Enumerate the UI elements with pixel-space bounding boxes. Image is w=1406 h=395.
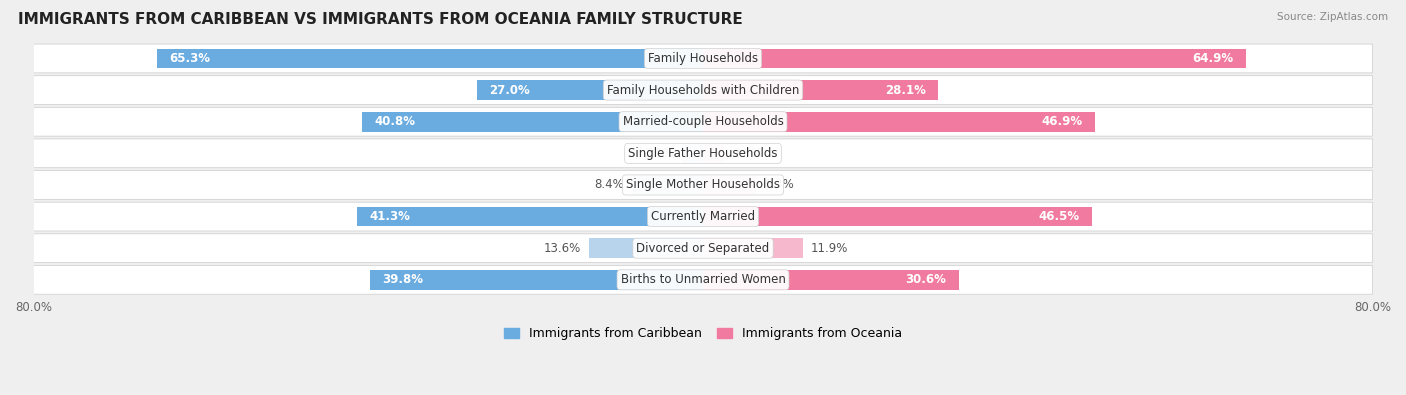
FancyBboxPatch shape (34, 171, 1372, 199)
Text: 11.9%: 11.9% (811, 242, 848, 255)
Text: 41.3%: 41.3% (370, 210, 411, 223)
Text: 6.3%: 6.3% (763, 179, 794, 192)
FancyBboxPatch shape (34, 76, 1372, 104)
FancyBboxPatch shape (34, 44, 1372, 73)
Text: 28.1%: 28.1% (884, 84, 925, 97)
Bar (361, 112, 703, 132)
Text: Divorced or Separated: Divorced or Separated (637, 242, 769, 255)
Text: 27.0%: 27.0% (489, 84, 530, 97)
Text: Births to Unmarried Women: Births to Unmarried Women (620, 273, 786, 286)
Bar (703, 270, 959, 290)
Text: 2.5%: 2.5% (644, 147, 673, 160)
Text: Family Households: Family Households (648, 52, 758, 65)
FancyBboxPatch shape (34, 234, 1372, 263)
Text: 2.5%: 2.5% (733, 147, 762, 160)
Text: 40.8%: 40.8% (374, 115, 415, 128)
Text: Family Households with Children: Family Households with Children (607, 84, 799, 97)
Text: 39.8%: 39.8% (382, 273, 423, 286)
Text: 8.4%: 8.4% (595, 179, 624, 192)
Text: 46.5%: 46.5% (1039, 210, 1080, 223)
Bar (703, 239, 803, 258)
Text: 65.3%: 65.3% (169, 52, 209, 65)
FancyBboxPatch shape (34, 202, 1372, 231)
Bar (703, 49, 1246, 68)
Bar (682, 143, 703, 163)
Bar (633, 175, 703, 195)
Bar (703, 143, 724, 163)
Bar (703, 175, 755, 195)
Text: Married-couple Households: Married-couple Households (623, 115, 783, 128)
Bar (589, 239, 703, 258)
Bar (357, 207, 703, 226)
Bar (156, 49, 703, 68)
Bar (370, 270, 703, 290)
Bar (703, 112, 1095, 132)
Bar (477, 80, 703, 100)
Text: Single Mother Households: Single Mother Households (626, 179, 780, 192)
Text: Currently Married: Currently Married (651, 210, 755, 223)
Legend: Immigrants from Caribbean, Immigrants from Oceania: Immigrants from Caribbean, Immigrants fr… (499, 322, 907, 345)
Text: 64.9%: 64.9% (1192, 52, 1233, 65)
FancyBboxPatch shape (34, 139, 1372, 168)
Text: Source: ZipAtlas.com: Source: ZipAtlas.com (1277, 12, 1388, 22)
Text: IMMIGRANTS FROM CARIBBEAN VS IMMIGRANTS FROM OCEANIA FAMILY STRUCTURE: IMMIGRANTS FROM CARIBBEAN VS IMMIGRANTS … (18, 12, 742, 27)
Bar (703, 80, 938, 100)
FancyBboxPatch shape (34, 107, 1372, 136)
Text: 13.6%: 13.6% (544, 242, 581, 255)
Text: Single Father Households: Single Father Households (628, 147, 778, 160)
Text: 30.6%: 30.6% (905, 273, 946, 286)
Bar (703, 207, 1092, 226)
FancyBboxPatch shape (34, 265, 1372, 294)
Text: 46.9%: 46.9% (1042, 115, 1083, 128)
